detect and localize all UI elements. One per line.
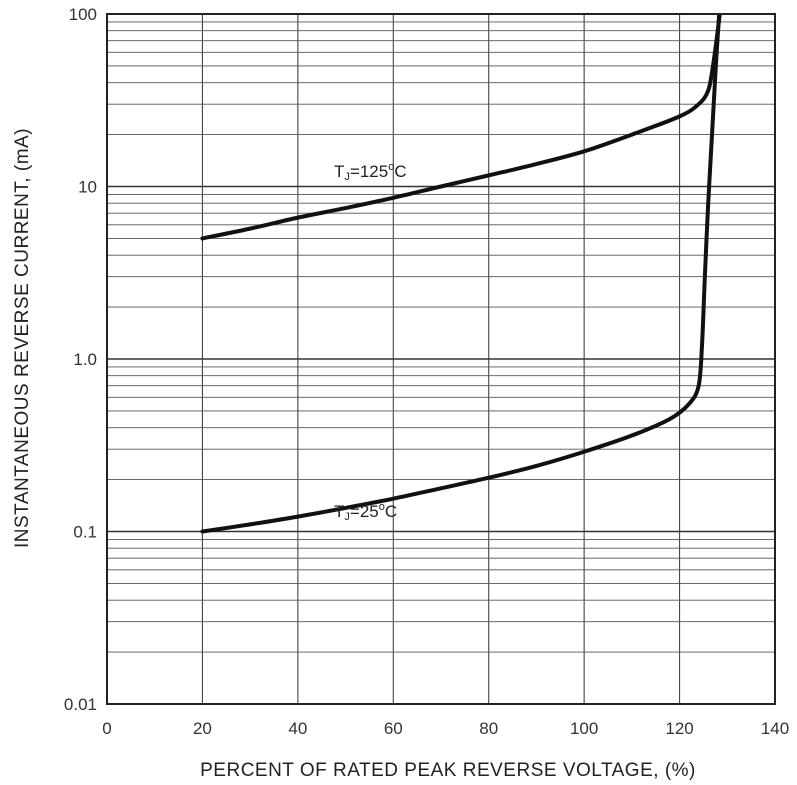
y-tick-label: 0.1 <box>73 523 97 542</box>
y-tick-label: 100 <box>69 5 97 24</box>
x-tick-label: 80 <box>479 719 498 738</box>
y-tick-label: 0.01 <box>64 695 97 714</box>
grid-lines <box>106 14 776 705</box>
annotation-tj-25c: TJ=25oC <box>334 501 397 523</box>
y-tick-label: 10 <box>78 178 97 197</box>
plot-frame <box>106 13 776 705</box>
y-tick-label: 1.0 <box>73 350 97 369</box>
series-lines <box>200 14 722 534</box>
x-tick-label: 0 <box>102 719 111 738</box>
series-line-125c <box>200 14 722 241</box>
tick-labels: 0 20 40 60 80 100 120 140 0.01 0.1 1.0 10 100 <box>64 5 789 738</box>
annotation-tj-125c: TJ=125oC <box>334 161 407 183</box>
curve-annotations: TJ=125oC TJ=25oC <box>334 161 407 523</box>
x-tick-label: 120 <box>665 719 693 738</box>
x-tick-label: 60 <box>384 719 403 738</box>
series-line-25c <box>200 14 722 534</box>
x-axis-title: PERCENT OF RATED PEAK REVERSE VOLTAGE, (… <box>200 760 696 781</box>
x-tick-label: 100 <box>570 719 598 738</box>
y-axis-title: INSTANTANEOUS REVERSE CURRENT, (mA) <box>12 128 33 548</box>
x-tick-label: 140 <box>761 719 789 738</box>
x-tick-label: 40 <box>288 719 307 738</box>
x-tick-label: 20 <box>193 719 212 738</box>
